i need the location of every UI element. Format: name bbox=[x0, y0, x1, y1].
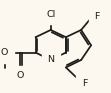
Text: F: F bbox=[82, 79, 87, 88]
Text: O: O bbox=[1, 48, 8, 57]
Text: Cl: Cl bbox=[46, 10, 55, 19]
Text: F: F bbox=[94, 12, 100, 21]
Text: N: N bbox=[47, 56, 54, 64]
Text: O: O bbox=[16, 71, 24, 80]
